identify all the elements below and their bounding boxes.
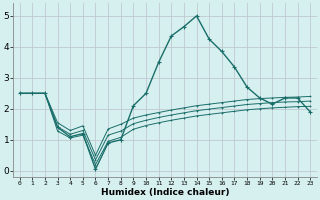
X-axis label: Humidex (Indice chaleur): Humidex (Indice chaleur): [101, 188, 229, 197]
